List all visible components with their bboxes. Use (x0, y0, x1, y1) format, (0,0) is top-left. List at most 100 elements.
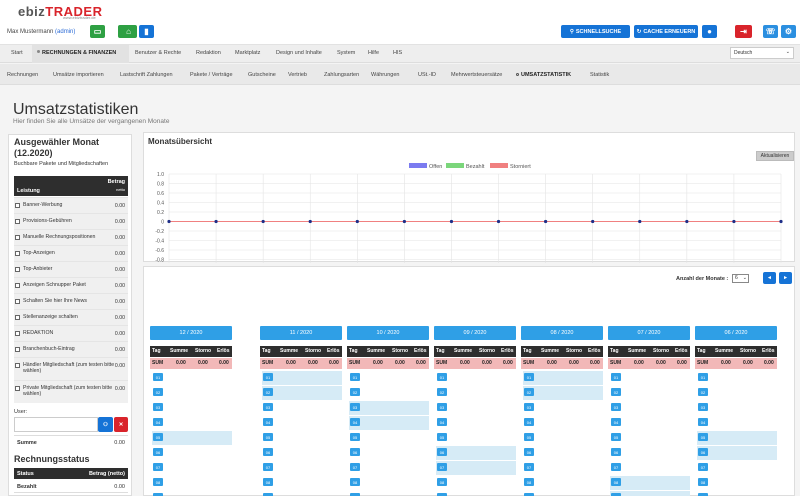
data-point[interactable] (261, 219, 265, 224)
subnav-item-9[interactable]: Mehrwertsteuersätze (451, 72, 503, 78)
day-button[interactable]: 06 (153, 448, 163, 456)
data-point[interactable] (167, 219, 171, 224)
day-button[interactable]: 05 (611, 433, 621, 441)
day-button[interactable]: 02 (350, 388, 360, 396)
service-checkbox[interactable] (15, 203, 20, 208)
day-button[interactable]: 04 (524, 418, 534, 426)
day-button[interactable]: 07 (611, 463, 621, 471)
day-button[interactable]: 02 (611, 388, 621, 396)
subnav-item-4[interactable]: Gutscheine (248, 72, 276, 78)
logout-button[interactable]: ⇥ (735, 25, 752, 38)
day-button[interactable]: 01 (698, 373, 708, 381)
home-button[interactable]: ⌂ (120, 25, 137, 38)
next-months-button[interactable]: ▸ (779, 272, 792, 284)
day-button[interactable]: 04 (153, 418, 163, 426)
support-button[interactable]: ☏ (763, 25, 778, 38)
day-button[interactable]: 08 (698, 478, 708, 486)
service-checkbox[interactable] (15, 347, 20, 352)
user-input[interactable] (14, 417, 98, 432)
day-button[interactable]: 08 (263, 478, 273, 486)
nav-item-4[interactable]: Marktplatz (235, 50, 261, 56)
day-button[interactable]: 01 (524, 373, 534, 381)
month-header[interactable]: 08 / 2020 (521, 326, 603, 340)
day-button[interactable]: 02 (263, 388, 273, 396)
month-header[interactable]: 09 / 2020 (434, 326, 516, 340)
service-checkbox[interactable] (15, 363, 20, 368)
data-point[interactable] (685, 219, 689, 224)
subnav-item-8[interactable]: USt.-ID (418, 72, 437, 78)
month-header[interactable]: 11 / 2020 (260, 326, 342, 340)
service-checkbox[interactable] (15, 219, 20, 224)
service-checkbox[interactable] (15, 235, 20, 240)
logo[interactable]: ebizTRADER (18, 4, 103, 19)
data-point[interactable] (308, 219, 312, 224)
day-button[interactable]: 06 (350, 448, 360, 456)
day-button[interactable]: 03 (524, 403, 534, 411)
nav-item-0[interactable]: Start (11, 50, 23, 56)
data-point[interactable] (591, 219, 595, 224)
day-button[interactable]: 02 (153, 388, 163, 396)
subnav-item-3[interactable]: Pakete / Verträge (190, 72, 233, 78)
data-point[interactable] (544, 219, 548, 224)
day-button[interactable]: 09 (350, 493, 360, 496)
add-user-button[interactable]: ⚇ (98, 417, 113, 432)
day-button[interactable]: 03 (611, 403, 621, 411)
day-button[interactable]: 06 (611, 448, 621, 456)
user-role-link[interactable]: (admin) (55, 29, 76, 35)
prev-months-button[interactable]: ◂ (763, 272, 776, 284)
bookmark-button[interactable]: ▮ (139, 25, 154, 38)
day-button[interactable]: 05 (437, 433, 447, 441)
day-button[interactable]: 08 (153, 478, 163, 486)
day-button[interactable]: 04 (698, 418, 708, 426)
day-button[interactable]: 05 (698, 433, 708, 441)
subnav-item-1[interactable]: Umsätze importieren (53, 72, 104, 78)
service-checkbox[interactable] (15, 251, 20, 256)
day-button[interactable]: 07 (698, 463, 708, 471)
refresh-chart-button[interactable]: Aktualisieren (756, 151, 794, 161)
day-button[interactable]: 09 (611, 493, 621, 496)
day-button[interactable]: 04 (263, 418, 273, 426)
day-button[interactable]: 01 (437, 373, 447, 381)
month-header[interactable]: 07 / 2020 (608, 326, 690, 340)
refresh-cache-button[interactable]: ↻ CACHE ERNEUERN (634, 25, 698, 38)
day-button[interactable]: 03 (153, 403, 163, 411)
data-point[interactable] (638, 219, 642, 224)
day-button[interactable]: 02 (524, 388, 534, 396)
day-button[interactable]: 01 (350, 373, 360, 381)
day-button[interactable]: 07 (350, 463, 360, 471)
data-point[interactable] (355, 219, 359, 224)
data-point[interactable] (402, 219, 406, 224)
day-button[interactable]: 01 (263, 373, 273, 381)
subnav-item-10[interactable]: UMSATZSTATISTIK (521, 72, 572, 78)
service-checkbox[interactable] (15, 299, 20, 304)
service-checkbox[interactable] (15, 331, 20, 336)
nav-item-5[interactable]: Design und Inhalte (276, 50, 322, 56)
day-button[interactable]: 07 (153, 463, 163, 471)
service-checkbox[interactable] (15, 267, 20, 272)
day-button[interactable]: 08 (524, 478, 534, 486)
day-button[interactable]: 02 (437, 388, 447, 396)
month-header[interactable]: 12 / 2020 (150, 326, 232, 340)
nav-item-6[interactable]: System (337, 50, 356, 56)
month-header[interactable]: 10 / 2020 (347, 326, 429, 340)
day-button[interactable]: 05 (263, 433, 273, 441)
day-button[interactable]: 09 (524, 493, 534, 496)
data-point[interactable] (732, 219, 736, 224)
day-button[interactable]: 06 (437, 448, 447, 456)
nav-item-2[interactable]: Benutzer & Rechte (135, 50, 182, 56)
nav-item-7[interactable]: Hilfe (368, 50, 380, 56)
data-point[interactable] (496, 219, 501, 224)
day-button[interactable]: 08 (611, 478, 621, 486)
day-button[interactable]: 07 (524, 463, 534, 471)
day-button[interactable]: 05 (350, 433, 360, 441)
day-button[interactable]: 03 (350, 403, 360, 411)
day-button[interactable]: 06 (698, 448, 708, 456)
day-button[interactable]: 05 (524, 433, 534, 441)
day-button[interactable]: 03 (437, 403, 447, 411)
month-count-select[interactable]: 6 ⌄ (732, 274, 749, 283)
day-button[interactable]: 03 (263, 403, 273, 411)
day-button[interactable]: 09 (698, 493, 708, 496)
day-button[interactable]: 02 (698, 388, 708, 396)
month-header[interactable]: 06 / 2020 (695, 326, 777, 340)
day-button[interactable]: 06 (263, 448, 273, 456)
